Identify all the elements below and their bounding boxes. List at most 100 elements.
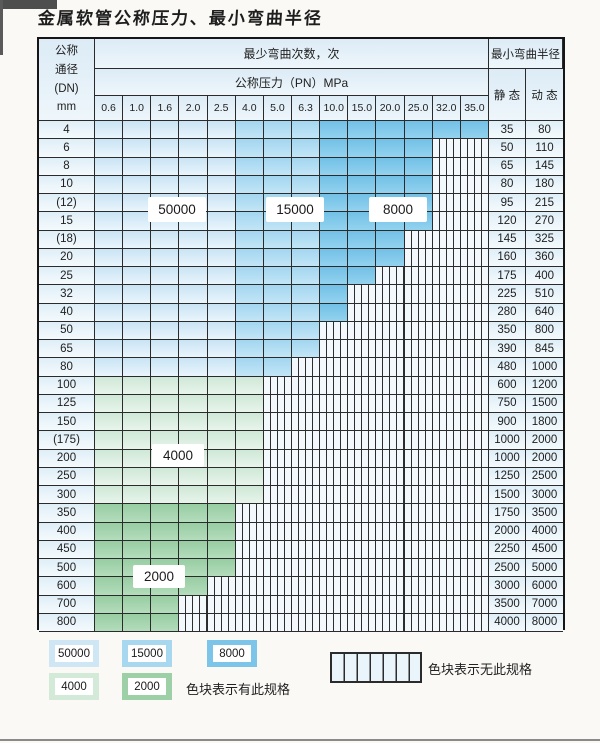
pressure-cell xyxy=(291,285,321,304)
pressure-cell xyxy=(263,577,292,596)
pressure-cell xyxy=(404,248,433,267)
pressure-cell xyxy=(291,358,321,377)
pressure-cell xyxy=(348,449,377,468)
dn-cell: 25 xyxy=(39,267,95,286)
pressure-cell xyxy=(207,321,236,340)
pressure-cell xyxy=(376,449,405,468)
pressure-cell xyxy=(95,139,124,158)
dn-cell: 450 xyxy=(39,540,95,559)
pressure-cell xyxy=(151,504,180,523)
table-row: 800 4000 8000 xyxy=(39,613,563,632)
pressure-cell xyxy=(151,248,180,267)
pressure-cell xyxy=(376,157,405,176)
pressure-cell xyxy=(123,248,152,267)
static-cell: 50 xyxy=(488,139,526,158)
pressure-cell xyxy=(404,413,433,432)
pressure-cell xyxy=(123,431,152,450)
table-row: 300 1500 3000 xyxy=(39,486,563,505)
pressure-cell xyxy=(320,321,349,340)
pressure-cell xyxy=(348,467,377,486)
pressure-header-cell: 2.0 xyxy=(179,96,208,121)
pressure-cell xyxy=(263,285,292,304)
pressure-cell xyxy=(263,230,292,249)
pressure-cell xyxy=(404,157,433,176)
pressure-cell xyxy=(207,175,236,194)
table-row: 6 50 110 xyxy=(39,139,563,158)
table-row: 80 480 1000 xyxy=(39,358,563,377)
pressure-cell xyxy=(179,157,208,176)
dynamic-cell: 80 xyxy=(525,121,563,140)
pressure-cell xyxy=(123,321,152,340)
pressure-cell xyxy=(263,139,292,158)
pressure-cell xyxy=(320,340,349,359)
table-row: 100 600 1200 xyxy=(39,376,563,395)
pressure-cell xyxy=(95,467,124,486)
pressure-cell xyxy=(95,540,124,559)
legend-swatch-value: 4000 xyxy=(55,678,93,695)
table-row: 350 1750 3500 xyxy=(39,504,563,523)
pressure-cell xyxy=(432,431,461,450)
pressure-cell xyxy=(404,522,433,541)
pressure-cell xyxy=(291,321,321,340)
dynamic-column-header: 动 态 xyxy=(525,69,563,121)
pressure-cell xyxy=(320,577,349,596)
static-cell: 750 xyxy=(488,394,526,413)
pressure-cell xyxy=(404,267,433,286)
pressure-cell xyxy=(432,486,461,505)
table-row: 400 2000 4000 xyxy=(39,522,563,541)
pressure-cell xyxy=(235,321,264,340)
dynamic-cell: 845 xyxy=(525,340,563,359)
static-cell: 350 xyxy=(488,321,526,340)
table-row: 450 2250 4500 xyxy=(39,540,563,559)
pressure-cell xyxy=(263,504,292,523)
pressure-cell xyxy=(179,559,208,578)
pressure-cell xyxy=(432,175,461,194)
pressure-cell xyxy=(179,540,208,559)
dn-header-line1: 公称 xyxy=(55,44,78,57)
static-cell: 95 xyxy=(488,194,526,213)
pressure-cell xyxy=(263,121,292,140)
pressure-cell xyxy=(151,121,180,140)
no-spec-swatch xyxy=(330,652,422,683)
pressure-radius-table: 公称 通径 (DN) mm 最少弯曲次数，次 最小弯曲半径 公称压力（PN）MP… xyxy=(37,37,565,632)
dn-cell: 700 xyxy=(39,595,95,614)
cycle-count-label: 50000 xyxy=(148,197,206,222)
pressure-cell xyxy=(320,175,349,194)
pressure-cell xyxy=(263,248,292,267)
pressure-cell xyxy=(348,285,377,304)
pressure-cell xyxy=(179,248,208,267)
pressure-cell xyxy=(291,157,321,176)
static-cell: 160 xyxy=(488,248,526,267)
pressure-cell xyxy=(263,613,292,632)
pressure-cell xyxy=(207,121,236,140)
dynamic-cell: 2000 xyxy=(525,431,563,450)
dynamic-cell: 400 xyxy=(525,267,563,286)
dn-cell: 350 xyxy=(39,504,95,523)
table-row: 40 280 640 xyxy=(39,303,563,322)
pressure-cell xyxy=(404,431,433,450)
cycle-count-label: 4000 xyxy=(152,444,204,467)
pressure-cell xyxy=(263,431,292,450)
pressure-header-cell: 10.0 xyxy=(320,96,349,121)
pressure-cell xyxy=(432,121,461,140)
pressure-cell xyxy=(376,267,405,286)
pressure-cell xyxy=(235,467,264,486)
pressure-cell xyxy=(460,121,489,140)
table-header: 公称 通径 (DN) mm 最少弯曲次数，次 最小弯曲半径 公称压力（PN）MP… xyxy=(39,39,563,121)
pressure-cell xyxy=(263,540,292,559)
pressure-cell xyxy=(460,267,489,286)
pressure-cell xyxy=(207,559,236,578)
pressure-cell xyxy=(207,449,236,468)
pressure-cell xyxy=(123,175,152,194)
pressure-cell xyxy=(432,230,461,249)
pressure-cell xyxy=(95,486,124,505)
pressure-cell xyxy=(460,504,489,523)
pressure-cell xyxy=(432,321,461,340)
pressure-cell xyxy=(460,340,489,359)
pressure-cell xyxy=(291,431,321,450)
pressure-cell xyxy=(179,230,208,249)
table-row: 32 225 510 xyxy=(39,285,563,304)
pressure-cell xyxy=(235,413,264,432)
pressure-cell xyxy=(460,394,489,413)
pressure-cell xyxy=(207,413,236,432)
